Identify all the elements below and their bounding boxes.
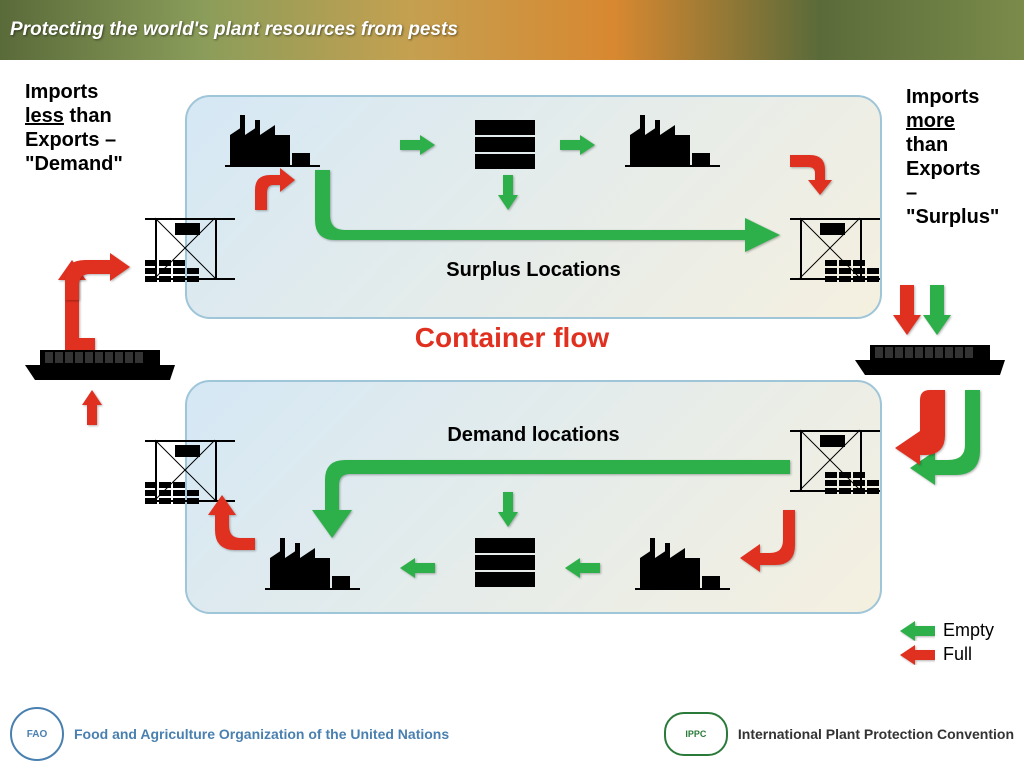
title-container-flow: Container flow (0, 322, 1024, 354)
ship-icon (25, 350, 175, 380)
legend: Empty Full (900, 620, 994, 665)
surplus-box: Surplus Locations (185, 95, 882, 319)
label-surplus: Imports more than Exports – "Surplus" (906, 85, 1006, 229)
demand-box: Demand locations (185, 380, 882, 614)
ippc-name: International Plant Protection Conventio… (738, 726, 1014, 742)
banner-text: Protecting the world's plant resources f… (10, 19, 458, 41)
curve-arrow-icon (65, 253, 130, 300)
footer: FAO Food and Agriculture Organization of… (0, 700, 1024, 768)
header-banner: Protecting the world's plant resources f… (0, 0, 1024, 60)
legend-empty: Empty (900, 620, 994, 641)
fao-org: FAO Food and Agriculture Organization of… (10, 707, 449, 761)
diagram-main: Imports less than Exports – "Demand" Imp… (0, 60, 1024, 700)
ippc-org: IPPC International Plant Protection Conv… (664, 712, 1014, 756)
arrow-icon (900, 645, 935, 665)
fao-logo-icon: FAO (10, 707, 64, 761)
label-demand: Imports less than Exports – "Demand" (25, 80, 123, 176)
demand-label: Demand locations (187, 424, 880, 447)
legend-full: Full (900, 644, 994, 665)
surplus-label: Surplus Locations (187, 259, 880, 282)
fao-name: Food and Agriculture Organization of the… (74, 726, 449, 742)
arrow-icon (900, 621, 935, 641)
ippc-logo-icon: IPPC (664, 712, 728, 756)
